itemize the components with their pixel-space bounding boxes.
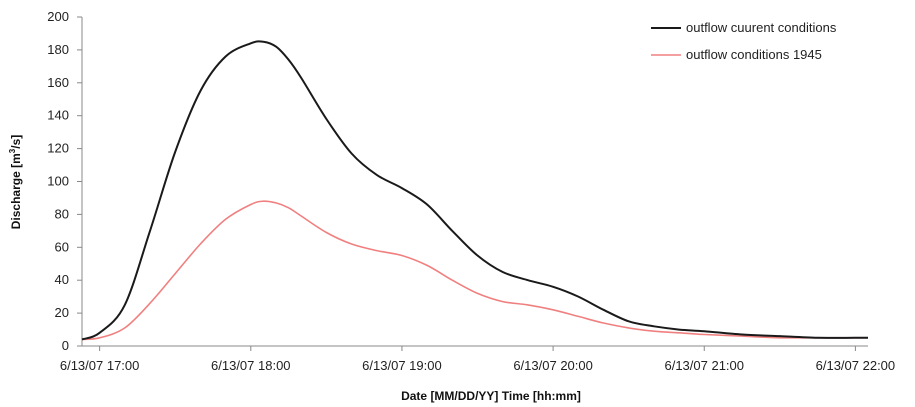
x-tick-label: 6/13/07 19:00 <box>362 358 442 373</box>
x-axis-ticks: 6/13/07 17:00 6/13/07 18:00 6/13/07 19:00 6… <box>60 346 895 373</box>
chart-axes <box>81 17 868 347</box>
y-axis-ticks: 0 20 40 60 80 100 120 140 160 180 200 <box>47 9 82 353</box>
y-tick-label: 200 <box>47 9 69 24</box>
y-tick-label: 160 <box>47 75 69 90</box>
y-tick-label: 180 <box>47 42 69 57</box>
y-axis-title-main: Discharge [m <box>9 153 23 229</box>
y-tick-label: 120 <box>47 141 69 156</box>
y-tick-label: 0 <box>62 338 69 353</box>
y-axis-title: Discharge [m3/s] <box>8 135 23 230</box>
legend-label: outflow cuurent conditions <box>686 20 837 35</box>
y-tick-label: 60 <box>55 239 69 254</box>
series-line-current-conditions <box>81 40 868 341</box>
y-axis-title-unit: /s] <box>9 135 23 149</box>
y-tick-label: 80 <box>55 206 69 221</box>
x-tick-label: 6/13/07 18:00 <box>211 358 291 373</box>
chart-legend: outflow cuurent conditions outflow condit… <box>651 20 837 62</box>
y-axis-title-superscript: 3 <box>8 148 17 153</box>
y-tick-label: 40 <box>55 272 69 287</box>
y-tick-label: 100 <box>47 174 69 189</box>
y-tick-label: 20 <box>55 305 69 320</box>
x-tick-label: 6/13/07 21:00 <box>664 358 744 373</box>
x-axis-title: Date [MM/DD/YY] Time [hh:mm] <box>401 389 581 403</box>
legend-label: outflow conditions 1945 <box>686 47 822 62</box>
y-tick-label: 140 <box>47 108 69 123</box>
x-tick-label: 6/13/07 20:00 <box>513 358 593 373</box>
series-lines <box>81 40 868 341</box>
x-tick-label: 6/13/07 17:00 <box>60 358 140 373</box>
series-line-conditions-1945 <box>81 200 868 341</box>
x-tick-label: 6/13/07 22:00 <box>816 358 896 373</box>
